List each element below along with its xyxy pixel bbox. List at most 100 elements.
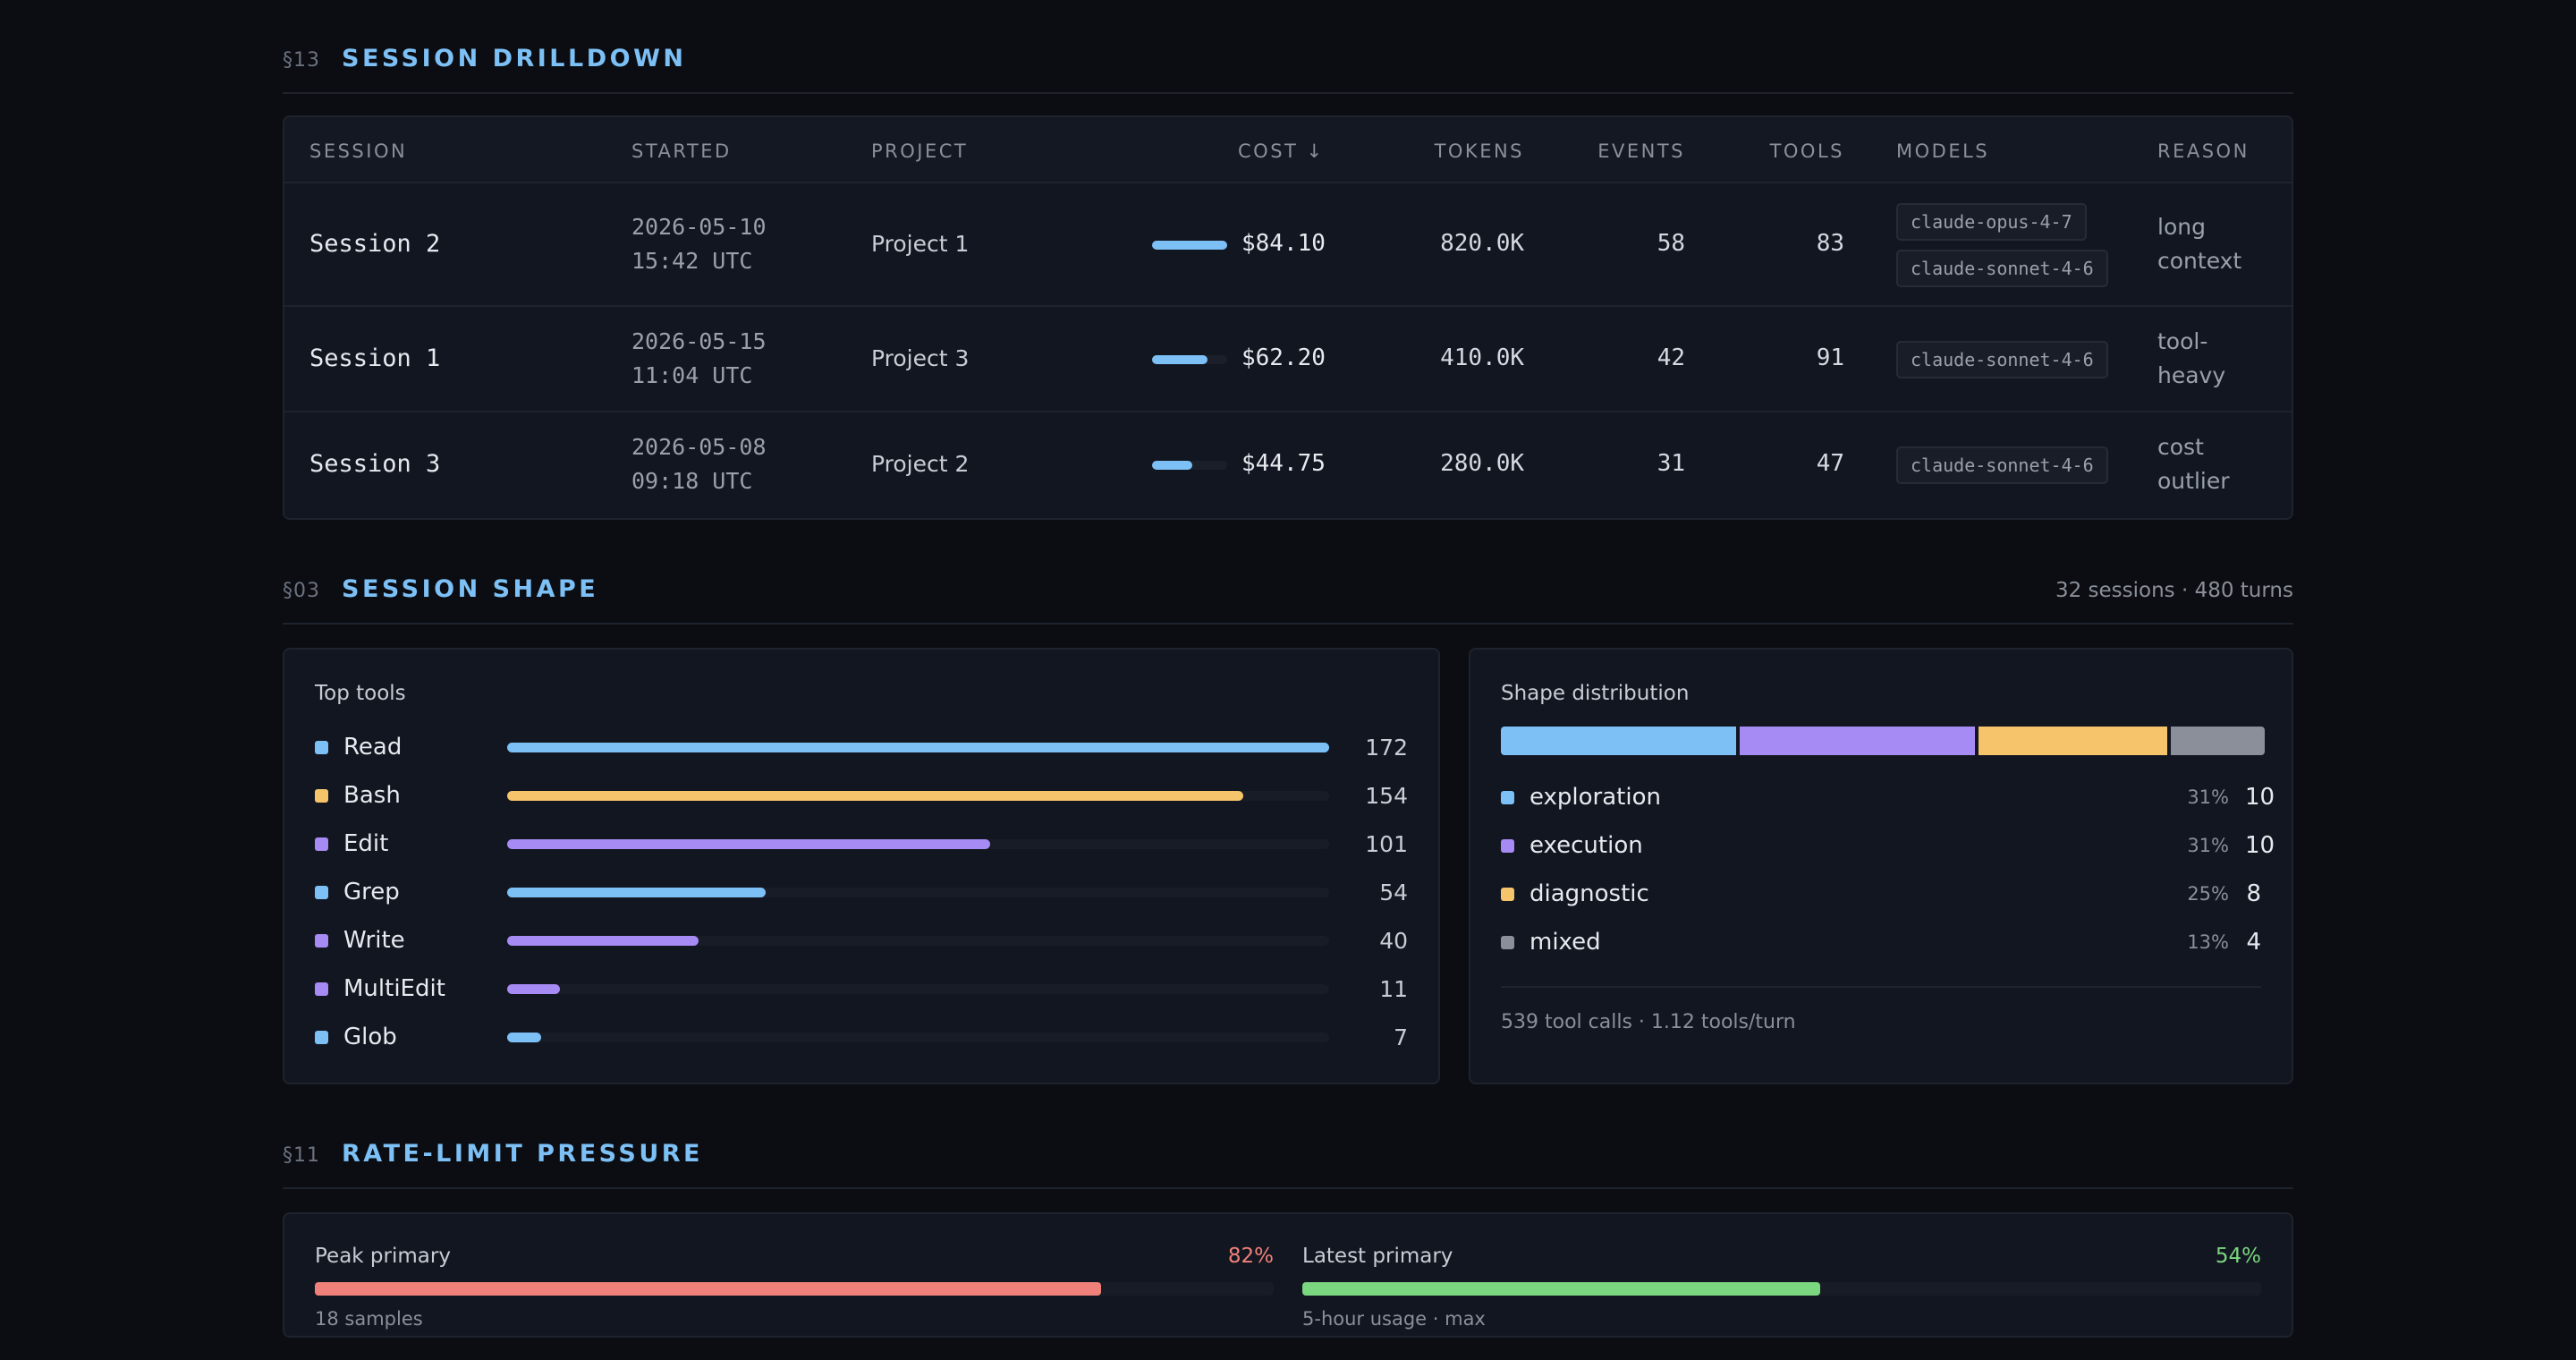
tool-count: 172 xyxy=(1365,734,1408,761)
reason-line: outlier xyxy=(2157,468,2230,494)
session-events: 31 xyxy=(1657,450,1685,477)
started-time: 11:04 UTC xyxy=(631,362,753,388)
reason-line: context xyxy=(2157,248,2242,274)
top-tools-card: Top tools Read 172 Bash 154 Edit 101 Grep 54 Wri… xyxy=(283,648,1440,1084)
model-chip: claude-sonnet-4-6 xyxy=(1896,250,2108,287)
section-header-drilldown: §13 SESSION DRILLDOWN xyxy=(283,45,2293,94)
legend-name: exploration xyxy=(1530,784,1661,811)
session-events: 42 xyxy=(1657,344,1685,371)
tool-count: 154 xyxy=(1365,782,1408,809)
session-cost: $62.20 xyxy=(1241,344,1326,371)
legend-percent: 13% xyxy=(2187,931,2229,953)
started-time: 15:42 UTC xyxy=(631,248,753,274)
distribution-legend: exploration 31% 10 execution 31% 10 diagnostic… xyxy=(1501,773,2275,966)
started-date: 2026-05-15 xyxy=(631,328,767,354)
col-events[interactable]: EVENTS xyxy=(1597,140,1685,162)
session-project: Project 2 xyxy=(871,451,970,477)
session-project: Project 3 xyxy=(871,345,970,371)
tool-name: Glob xyxy=(343,1024,397,1050)
gauge-label: Latest primary xyxy=(1302,1245,1453,1268)
stack-segment-diagnostic xyxy=(1979,727,2167,755)
stack-segment-exploration xyxy=(1501,727,1737,755)
gauge-subtext: 18 samples xyxy=(315,1308,423,1330)
started-date: 2026-05-08 xyxy=(631,434,767,460)
section-header-shape: §03 SESSION SHAPE 32 sessions · 480 turn… xyxy=(283,575,2293,625)
tool-count: 54 xyxy=(1379,879,1408,905)
section-title: RATE-LIMIT PRESSURE xyxy=(342,1140,703,1168)
session-tokens: 280.0K xyxy=(1440,450,1524,477)
table-row[interactable]: Session 2 2026-05-10 15:42 UTC Project 1… xyxy=(284,183,2292,307)
tool-row: Write 40 xyxy=(315,916,1408,965)
reason-line: heavy xyxy=(2157,362,2226,388)
col-reason[interactable]: REASON xyxy=(2157,140,2250,162)
col-session[interactable]: SESSION xyxy=(309,140,408,162)
legend-swatch xyxy=(1501,838,1514,853)
tool-bar-track xyxy=(507,983,1330,994)
legend-item: execution 31% 10 xyxy=(1501,821,2275,870)
col-tools[interactable]: TOOLS xyxy=(1769,140,1844,162)
section-number: §03 xyxy=(283,580,320,602)
session-tokens: 820.0K xyxy=(1440,230,1524,257)
session-reason: cost outlier xyxy=(2157,430,2283,498)
cost-bar xyxy=(1152,355,1227,364)
cost-bar-fill xyxy=(1152,241,1227,250)
table-header: SESSION STARTED PROJECT COST ↓ TOKENS EV… xyxy=(284,117,2292,183)
cost-bar-fill xyxy=(1152,355,1208,364)
col-cost[interactable]: COST ↓ xyxy=(1238,140,1325,162)
tool-name: Grep xyxy=(343,879,400,905)
distribution-footer: 539 tool calls · 1.12 tools/turn xyxy=(1501,986,2261,1033)
gauge-track xyxy=(315,1282,1274,1296)
legend-percent: 31% xyxy=(2187,835,2229,856)
rate-limit-card: Peak primary 82% 18 samples Latest prima… xyxy=(283,1212,2293,1338)
stack-segment-execution xyxy=(1740,727,1976,755)
session-events: 58 xyxy=(1657,230,1685,257)
section-title: SESSION DRILLDOWN xyxy=(342,45,687,72)
tool-bar xyxy=(507,838,990,849)
tool-bar xyxy=(507,983,561,994)
legend-count: 8 xyxy=(2246,880,2261,907)
session-name: Session 1 xyxy=(309,344,441,372)
table-row[interactable]: Session 1 2026-05-15 11:04 UTC Project 3… xyxy=(284,307,2292,412)
legend-percent: 31% xyxy=(2187,786,2229,808)
tool-bar xyxy=(507,887,766,897)
section-title: SESSION SHAPE xyxy=(342,575,599,603)
section-meta: 32 sessions · 480 turns xyxy=(2055,579,2293,602)
legend-name: mixed xyxy=(1530,929,1601,956)
tool-bar-track xyxy=(507,742,1330,752)
started-date: 2026-05-10 xyxy=(631,214,767,240)
tool-bar-track xyxy=(507,1032,1330,1042)
shape-distribution-card: Shape distribution exploration 31% 10 execu… xyxy=(1469,648,2293,1084)
legend-swatch xyxy=(1501,790,1514,804)
tool-swatch xyxy=(315,933,328,948)
shape-panels: Top tools Read 172 Bash 154 Edit 101 Grep 54 Wri… xyxy=(283,648,2293,1084)
gauge-fill xyxy=(315,1282,1102,1296)
tool-bar-track xyxy=(507,887,1330,897)
col-models[interactable]: MODELS xyxy=(1896,140,1990,162)
gauge-subtext: 5-hour usage · max xyxy=(1302,1308,1486,1330)
tool-name: Write xyxy=(343,927,405,954)
cost-bar xyxy=(1152,461,1227,470)
tool-swatch xyxy=(315,788,328,803)
session-started: 2026-05-08 09:18 UTC xyxy=(631,430,767,498)
tool-row: Read 172 xyxy=(315,723,1408,771)
cost-bar xyxy=(1152,241,1227,250)
tool-count: 11 xyxy=(1379,975,1408,1002)
tool-bar-track xyxy=(507,935,1330,946)
tool-bar xyxy=(507,1032,541,1042)
tool-count: 101 xyxy=(1365,830,1408,857)
tool-name: Edit xyxy=(343,830,389,857)
col-started[interactable]: STARTED xyxy=(631,140,732,162)
legend-count: 10 xyxy=(2245,784,2275,811)
col-project[interactable]: PROJECT xyxy=(871,140,969,162)
tool-bar-track xyxy=(507,838,1330,849)
session-models: claude-sonnet-4-6 xyxy=(1896,446,2108,484)
tool-count: 7 xyxy=(1394,1024,1408,1050)
col-tokens[interactable]: TOKENS xyxy=(1434,140,1524,162)
session-tools: 47 xyxy=(1816,450,1844,477)
section-number: §11 xyxy=(283,1144,320,1167)
session-project: Project 1 xyxy=(871,231,970,257)
tool-bar-track xyxy=(507,790,1330,801)
legend-count: 4 xyxy=(2246,929,2261,956)
table-row[interactable]: Session 3 2026-05-08 09:18 UTC Project 2… xyxy=(284,412,2292,518)
gauge-fill xyxy=(1302,1282,1820,1296)
